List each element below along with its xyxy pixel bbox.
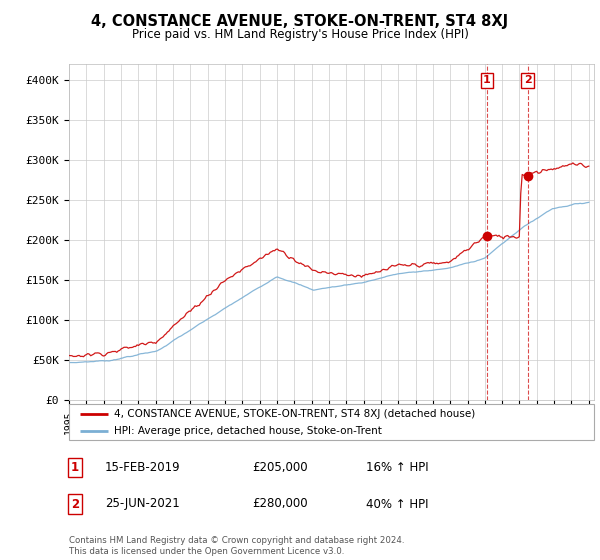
Text: HPI: Average price, detached house, Stoke-on-Trent: HPI: Average price, detached house, Stok… — [113, 427, 382, 436]
Text: 4, CONSTANCE AVENUE, STOKE-ON-TRENT, ST4 8XJ (detached house): 4, CONSTANCE AVENUE, STOKE-ON-TRENT, ST4… — [113, 409, 475, 419]
Text: £280,000: £280,000 — [252, 497, 308, 511]
Text: Price paid vs. HM Land Registry's House Price Index (HPI): Price paid vs. HM Land Registry's House … — [131, 28, 469, 41]
Text: 1: 1 — [71, 461, 79, 474]
Text: 25-JUN-2021: 25-JUN-2021 — [105, 497, 180, 511]
FancyBboxPatch shape — [69, 404, 594, 440]
Text: 2: 2 — [71, 497, 79, 511]
Text: 15-FEB-2019: 15-FEB-2019 — [105, 461, 181, 474]
Text: 16% ↑ HPI: 16% ↑ HPI — [366, 461, 428, 474]
Text: 4, CONSTANCE AVENUE, STOKE-ON-TRENT, ST4 8XJ: 4, CONSTANCE AVENUE, STOKE-ON-TRENT, ST4… — [91, 14, 509, 29]
Text: 40% ↑ HPI: 40% ↑ HPI — [366, 497, 428, 511]
Text: Contains HM Land Registry data © Crown copyright and database right 2024.
This d: Contains HM Land Registry data © Crown c… — [69, 536, 404, 556]
Text: £205,000: £205,000 — [252, 461, 308, 474]
Text: 2: 2 — [524, 76, 532, 85]
Text: 1: 1 — [483, 76, 491, 85]
